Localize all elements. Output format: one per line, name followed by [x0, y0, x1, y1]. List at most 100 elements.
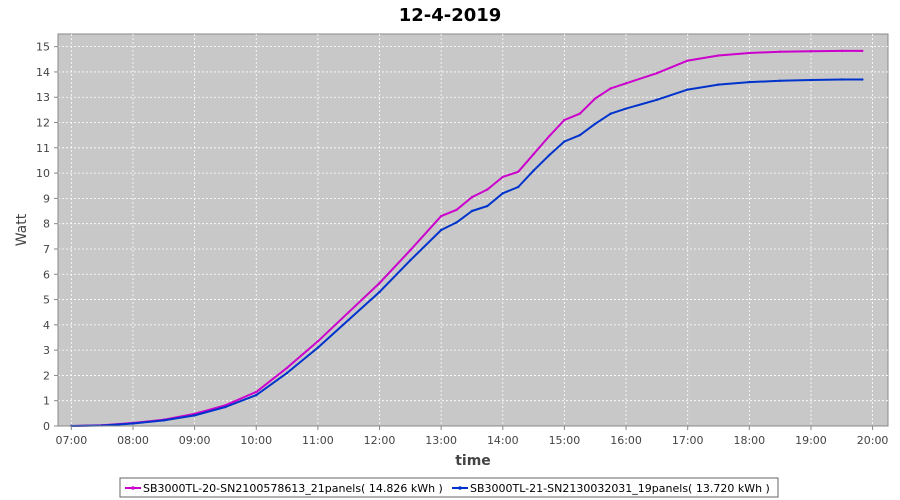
- y-tick-label: 12: [36, 117, 50, 130]
- data-point: [316, 346, 320, 349]
- x-tick-label: 17:00: [672, 434, 704, 447]
- x-tick-label: 07:00: [56, 434, 88, 447]
- x-tick-label: 18:00: [733, 434, 765, 447]
- data-point: [547, 154, 551, 157]
- legend-marker-1: [131, 486, 135, 490]
- y-tick-label: 4: [43, 319, 50, 332]
- legend-label-1: SB3000TL-20-SN2100578613_21panels( 14.82…: [143, 482, 443, 495]
- x-tick-label: 10:00: [240, 434, 272, 447]
- y-tick-label: 2: [43, 369, 50, 382]
- x-tick-label: 16:00: [610, 434, 642, 447]
- x-tick-label: 09:00: [179, 434, 211, 447]
- legend-box: [119, 477, 779, 498]
- y-tick-label: 13: [36, 91, 50, 104]
- data-point: [840, 49, 843, 53]
- data-point: [285, 366, 289, 369]
- data-point: [624, 107, 628, 110]
- data-point: [162, 419, 165, 422]
- data-point: [455, 221, 458, 224]
- data-point: [486, 188, 489, 191]
- data-point: [778, 79, 782, 83]
- x-tick-label: 12:00: [364, 434, 396, 447]
- series-lines: [70, 49, 864, 428]
- data-point: [861, 49, 864, 53]
- data-point: [609, 87, 612, 90]
- data-point: [517, 185, 520, 189]
- y-tick-label: 8: [43, 218, 50, 231]
- y-tick-label: 0: [43, 420, 50, 433]
- data-point: [347, 318, 350, 321]
- data-point: [455, 208, 458, 211]
- data-point: [717, 54, 720, 57]
- data-point: [809, 50, 813, 53]
- data-point: [578, 112, 581, 115]
- data-point: [486, 204, 489, 208]
- data-point: [748, 80, 751, 84]
- data-point: [578, 134, 581, 137]
- data-point: [440, 228, 443, 232]
- y-tick-label: 3: [43, 344, 50, 357]
- data-point: [501, 192, 504, 195]
- y-tick-label: 1: [43, 395, 50, 408]
- data-point: [532, 169, 535, 172]
- data-point: [840, 78, 843, 81]
- data-point: [686, 88, 689, 91]
- legend-marker-2: [458, 486, 462, 490]
- data-point: [285, 371, 289, 375]
- legend-label-2: SB3000TL-21-SN2130032031_19panels( 13.72…: [470, 482, 770, 495]
- x-tick-label: 14:00: [487, 434, 519, 447]
- data-point: [748, 51, 751, 55]
- y-tick-label: 10: [36, 167, 50, 180]
- data-point: [255, 390, 258, 394]
- data-point: [594, 97, 597, 100]
- data-point: [131, 422, 135, 425]
- data-point: [224, 405, 227, 409]
- data-point: [563, 140, 566, 143]
- x-axis-label: time: [455, 453, 491, 469]
- data-point: [347, 311, 350, 314]
- y-tick-label: 9: [43, 192, 50, 205]
- y-tick-label: 15: [36, 41, 50, 54]
- x-tick-label: 15:00: [549, 434, 581, 447]
- x-tick-label: 20:00: [857, 434, 889, 447]
- y-tick-label: 14: [36, 66, 50, 79]
- data-point: [470, 195, 474, 199]
- x-tick-label: 11:00: [302, 434, 334, 447]
- y-tick-label: 5: [43, 294, 50, 307]
- data-point: [861, 78, 864, 81]
- data-point: [594, 122, 597, 126]
- data-point: [547, 135, 551, 138]
- y-tick-label: 11: [36, 142, 50, 155]
- data-point: [686, 59, 689, 62]
- data-point: [532, 152, 535, 156]
- data-point: [717, 83, 720, 86]
- data-point: [193, 414, 196, 417]
- data-point: [609, 112, 612, 115]
- data-point: [501, 175, 504, 179]
- y-tick-label: 7: [43, 243, 50, 256]
- data-point: [440, 214, 443, 218]
- chart-title: 12-4-2019: [399, 5, 502, 26]
- data-point: [409, 259, 412, 262]
- x-tick-label: 08:00: [117, 434, 149, 447]
- x-tick-label: 13:00: [425, 434, 457, 447]
- data-point: [809, 78, 813, 82]
- data-point: [778, 50, 782, 53]
- data-point: [563, 118, 566, 122]
- data-point: [378, 290, 381, 294]
- plot-area: [57, 33, 889, 427]
- data-point: [470, 209, 474, 213]
- x-axis-ticks: 07:00 08:00 09:00 10:00 11:00 12:00 13:00 14:00…: [56, 426, 889, 447]
- data-point: [624, 82, 628, 85]
- data-point: [517, 170, 520, 173]
- y-axis-label: Watt: [14, 213, 30, 246]
- x-tick-label: 19:00: [795, 434, 827, 447]
- data-point: [655, 72, 659, 75]
- data-point: [655, 98, 659, 102]
- data-point: [378, 281, 381, 285]
- data-point: [409, 249, 412, 252]
- data-point: [255, 393, 258, 397]
- y-tick-label: 6: [43, 268, 50, 281]
